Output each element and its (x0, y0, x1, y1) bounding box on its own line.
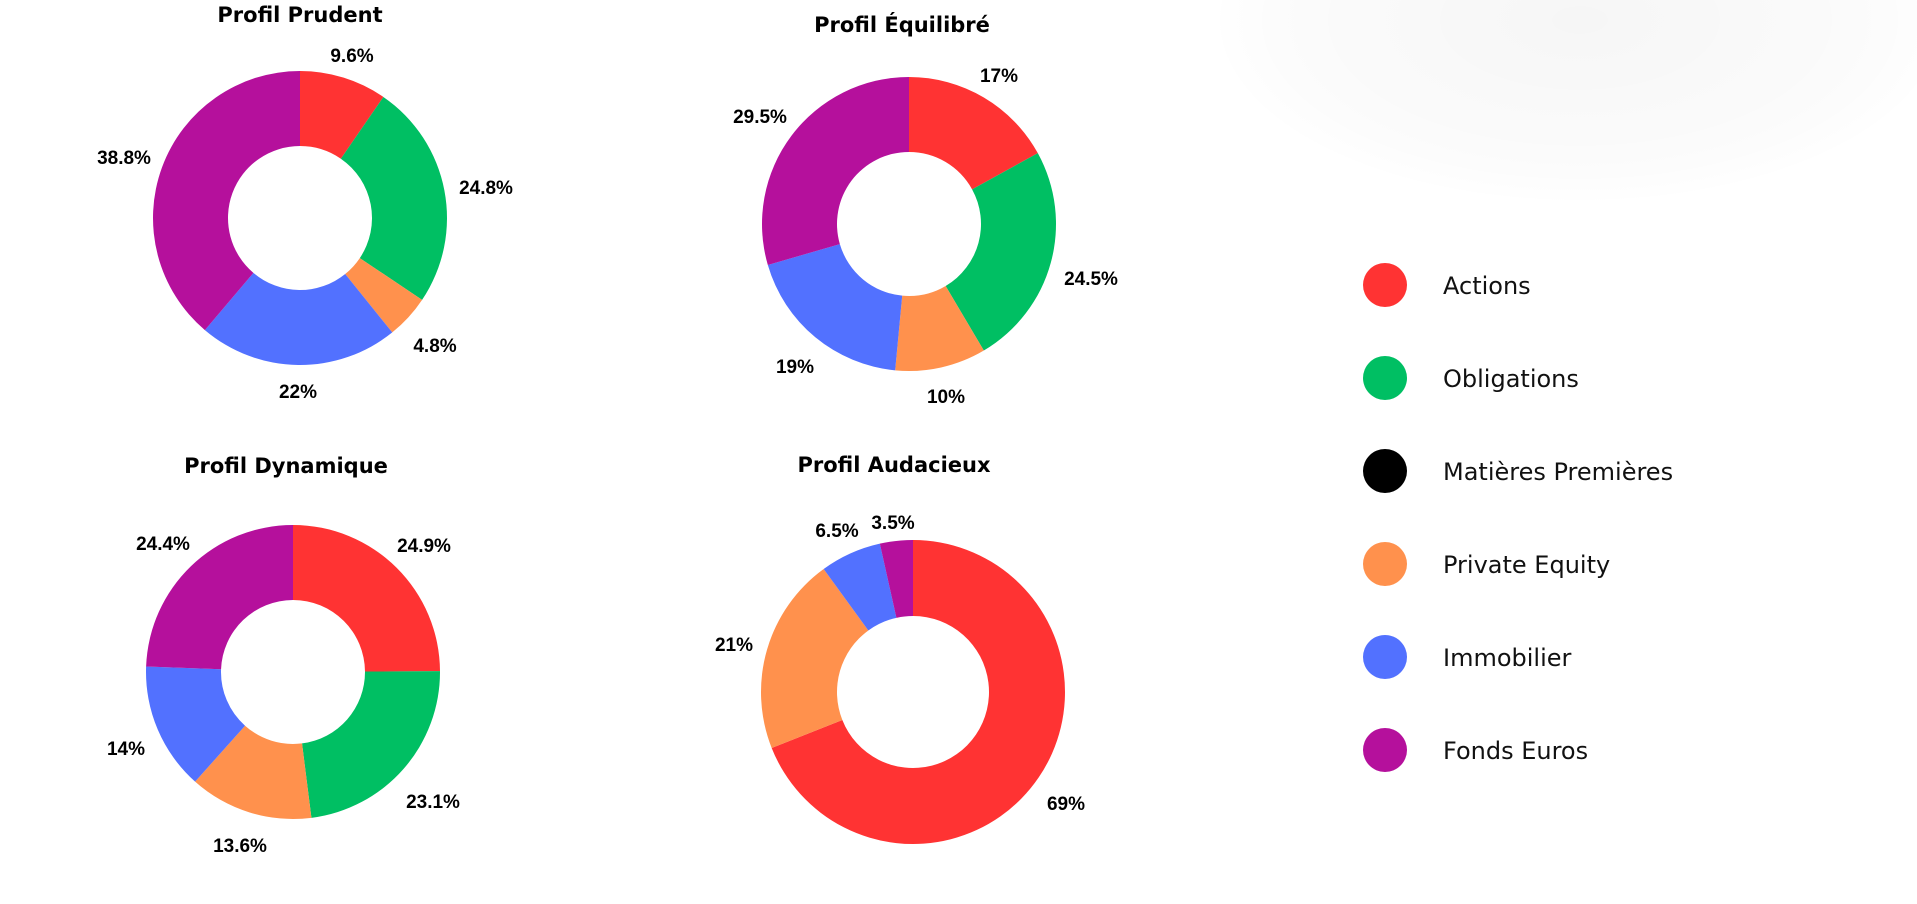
slice-label: 22% (279, 382, 317, 403)
slice-label: 3.5% (871, 513, 914, 534)
slice-label: 69% (1047, 794, 1085, 815)
slice-actions (771, 540, 1065, 844)
slice-label: 21% (715, 635, 753, 656)
legend-item-obligations: Obligations (1363, 356, 1579, 400)
slice-fonds-euros (146, 525, 293, 670)
legend-item-actions: Actions (1363, 263, 1531, 307)
slice-private-equity (195, 725, 312, 819)
slice-fonds-euros (152, 71, 300, 331)
slice-obligations (302, 671, 440, 818)
slice-label: 24.5% (1064, 269, 1118, 290)
legend-label: Private Equity (1443, 551, 1610, 579)
chart-profil-dynamique: Profil Dynamique 24.9% 23.1% 13.6% 14% 2… (107, 454, 460, 857)
slice-obligations (945, 153, 1057, 351)
legend-swatch (1363, 449, 1407, 493)
legend: Actions Obligations Matières Premières P… (1363, 263, 1673, 772)
legend-label: Immobilier (1443, 644, 1572, 672)
slice-actions (293, 525, 440, 672)
legend-swatch (1363, 263, 1407, 307)
chart-title: Profil Audacieux (797, 453, 990, 477)
slice-obligations (340, 96, 448, 300)
legend-swatch (1363, 728, 1407, 772)
slice-label: 14% (107, 739, 145, 760)
slice-label: 24.9% (397, 536, 451, 557)
chart-title: Profil Dynamique (184, 454, 388, 478)
chart-title: Profil Équilibré (814, 12, 990, 37)
slice-immobilier (767, 244, 903, 371)
slice-label: 29.5% (733, 107, 787, 128)
legend-swatch (1363, 356, 1407, 400)
slice-immobilier (146, 666, 246, 782)
slice-private-equity (760, 569, 869, 748)
slice-label: 4.8% (413, 336, 456, 357)
slice-fonds-euros (879, 540, 913, 618)
legend-item-immobilier: Immobilier (1363, 635, 1572, 679)
legend-item-private-equity: Private Equity (1363, 542, 1610, 586)
legend-label: Obligations (1443, 365, 1579, 393)
slice-label: 9.6% (330, 46, 373, 67)
slice-immobilier (823, 543, 897, 631)
chart-title: Profil Prudent (217, 3, 382, 27)
slice-label: 17% (980, 66, 1018, 87)
legend-item-fonds-euros: Fonds Euros (1363, 728, 1588, 772)
legend-swatch (1363, 635, 1407, 679)
slice-private-equity (345, 258, 423, 333)
chart-profil-equilibre: Profil Équilibré 17% 24.5% 10% 19% 29.5% (733, 12, 1118, 408)
slice-label: 23.1% (406, 792, 460, 813)
chart-profil-prudent: Profil Prudent 9.6% 24.8% 4.8% 22% 38.8% (97, 3, 513, 403)
slice-actions (300, 71, 384, 159)
chart-profil-audacieux: Profil Audacieux 69% 21% 6.5% 3.5% (715, 453, 1085, 844)
slice-label: 24.8% (459, 178, 513, 199)
slice-label: 6.5% (815, 521, 858, 542)
legend-label: Fonds Euros (1443, 737, 1588, 765)
legend-label: Matières Premières (1443, 458, 1673, 486)
slice-label: 19% (776, 357, 814, 378)
slice-private-equity (895, 285, 984, 371)
legend-label: Actions (1443, 272, 1531, 300)
slice-actions (909, 77, 1038, 190)
slice-fonds-euros (762, 77, 909, 266)
slice-immobilier (204, 272, 393, 366)
slice-label: 24.4% (136, 534, 190, 555)
legend-swatch (1363, 542, 1407, 586)
slice-label: 13.6% (213, 836, 267, 857)
slice-label: 10% (927, 387, 965, 408)
slice-label: 38.8% (97, 148, 151, 169)
legend-item-matieres-premieres: Matières Premières (1363, 449, 1673, 493)
